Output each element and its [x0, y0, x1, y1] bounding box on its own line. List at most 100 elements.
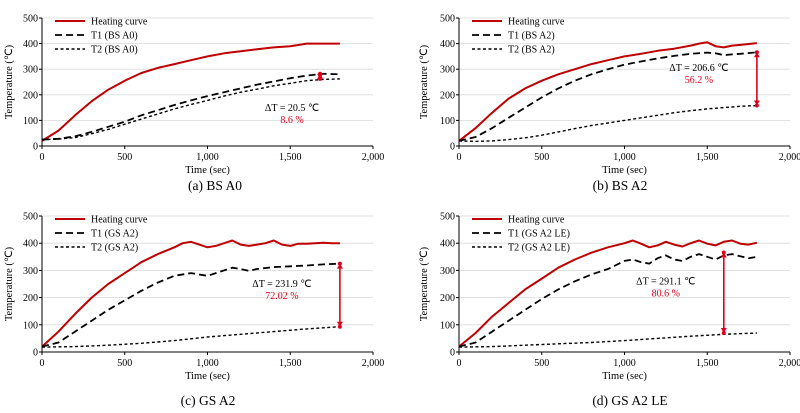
- x-tick-label: 2,000: [362, 152, 385, 163]
- panel-d: 0 100 200 300 400 500 0 500 1,000 1,500 2,000 Time …: [419, 212, 800, 409]
- x-tick-label: 500: [534, 358, 549, 369]
- y-tick-label: 300: [23, 266, 38, 277]
- y-tick-label: 500: [440, 14, 455, 25]
- y-tick-label: 200: [440, 293, 455, 304]
- delta-label: ΔT = 206.6 ℃: [669, 63, 728, 74]
- y-tick-label: 300: [440, 65, 455, 76]
- delta-label: ΔT = 20.5 ℃: [265, 103, 319, 114]
- legend-label: Heating curve: [91, 215, 148, 226]
- y-tick-label: 300: [23, 65, 38, 76]
- series-line-solid: [458, 41, 758, 142]
- legend-label: T1 (BS A2): [508, 31, 555, 42]
- x-tick-label: 1,500: [696, 152, 719, 163]
- legend-label: T2 (GS A2): [91, 243, 138, 254]
- series-line-dotted: [458, 104, 757, 143]
- x-axis-title: Time (sec): [185, 371, 230, 382]
- series-line-solid: [458, 239, 758, 348]
- arrow-dot-bottom: [721, 330, 726, 335]
- x-axis-title: Time (sec): [602, 371, 647, 382]
- legend-label: Heating curve: [508, 215, 565, 226]
- arrow-dot-bottom: [337, 324, 342, 329]
- y-tick-label: 200: [23, 90, 38, 101]
- panel-caption: (c) GS A2: [181, 393, 236, 408]
- x-tick-label: 0: [40, 358, 45, 369]
- y-tick-label: 500: [23, 14, 38, 25]
- series-line-dashed: [41, 72, 340, 141]
- legend-label: Heating curve: [91, 17, 148, 28]
- arrow-head-bottom: [753, 100, 760, 106]
- x-tick-label: 0: [40, 152, 45, 163]
- x-tick-label: 0: [457, 152, 462, 163]
- legend-label: T2 (BS A0): [91, 45, 138, 56]
- x-tick-label: 2,000: [779, 358, 800, 369]
- x-tick-label: 500: [117, 358, 132, 369]
- arrow-head-bottom: [336, 321, 343, 327]
- x-tick-label: 1,000: [613, 358, 636, 369]
- y-tick-label: 0: [33, 142, 38, 153]
- panel-caption: (a) BS A0: [188, 178, 242, 193]
- legend-label: T2 (GS A2 LE): [508, 243, 570, 254]
- x-tick-label: 500: [117, 152, 132, 163]
- percent-label: 72.02 %: [265, 291, 298, 302]
- arrow-head-top: [753, 52, 760, 58]
- legend-label: Heating curve: [508, 17, 565, 28]
- y-axis-title: Temperature (℃): [4, 44, 15, 119]
- arrow-dot-top: [337, 261, 342, 266]
- arrow-dot-bottom: [754, 103, 759, 108]
- series-line-dashed: [458, 253, 758, 348]
- arrow-head-top: [720, 252, 727, 258]
- panel-a: 0 100 200 300 400 500 0 500 1,000 1,500 2,000 Time …: [4, 14, 384, 194]
- percent-label: 8.6 %: [280, 115, 303, 126]
- delta-label: ΔT = 291.1 ℃: [636, 277, 695, 288]
- percent-label: 56.2 %: [685, 75, 713, 86]
- panel-caption: (d) GS A2 LE: [592, 393, 667, 408]
- y-tick-label: 100: [440, 320, 455, 331]
- x-tick-label: 1,000: [196, 152, 219, 163]
- y-tick-label: 200: [440, 90, 455, 101]
- series-line-dotted: [41, 326, 340, 348]
- x-axis-title: Time (sec): [185, 165, 230, 176]
- panel-c: 0 100 200 300 400 500 0 500 1,000 1,500 2,000 Time …: [4, 212, 384, 409]
- arrow-dot-bottom: [318, 76, 323, 81]
- legend-label: T1 (BS A0): [91, 31, 138, 42]
- x-tick-label: 1,500: [279, 152, 302, 163]
- series-line-dashed: [458, 51, 757, 142]
- y-tick-label: 0: [450, 348, 455, 359]
- series-line-solid: [41, 42, 340, 142]
- y-tick-label: 300: [440, 266, 455, 277]
- x-tick-label: 1,500: [279, 358, 302, 369]
- y-tick-label: 100: [23, 320, 38, 331]
- y-tick-label: 400: [440, 39, 455, 50]
- y-tick-label: 0: [33, 348, 38, 359]
- x-tick-label: 2,000: [362, 358, 385, 369]
- x-tick-label: 1,500: [696, 358, 719, 369]
- x-axis-title: Time (sec): [602, 165, 647, 176]
- delta-label: ΔT = 231.9 ℃: [252, 279, 311, 290]
- x-tick-label: 2,000: [779, 152, 800, 163]
- legend-label: T1 (GS A2): [91, 229, 138, 240]
- x-tick-label: 1,000: [613, 152, 636, 163]
- y-tick-label: 400: [23, 239, 38, 250]
- y-tick-label: 400: [23, 39, 38, 50]
- arrow-dot-top: [721, 250, 726, 255]
- series-line-solid: [41, 239, 340, 348]
- legend-label: T1 (GS A2 LE): [508, 229, 570, 240]
- panel-caption: (b) BS A2: [593, 178, 648, 193]
- y-axis-title: Temperature (℃): [419, 246, 430, 321]
- y-tick-label: 100: [23, 116, 38, 127]
- y-tick-label: 500: [440, 212, 455, 223]
- arrow-head-top: [336, 263, 343, 269]
- x-tick-label: 1,000: [196, 358, 219, 369]
- series-line-dashed: [41, 262, 340, 348]
- y-tick-label: 0: [450, 142, 455, 153]
- arrow-head-bottom: [317, 73, 324, 79]
- y-axis-title: Temperature (℃): [419, 44, 430, 119]
- legend-label: T2 (BS A2): [508, 45, 555, 56]
- y-tick-label: 400: [440, 239, 455, 250]
- percent-label: 80.6 %: [652, 289, 680, 300]
- y-tick-label: 100: [440, 116, 455, 127]
- x-tick-label: 0: [457, 358, 462, 369]
- y-tick-label: 500: [23, 212, 38, 223]
- arrow-dot-top: [754, 50, 759, 55]
